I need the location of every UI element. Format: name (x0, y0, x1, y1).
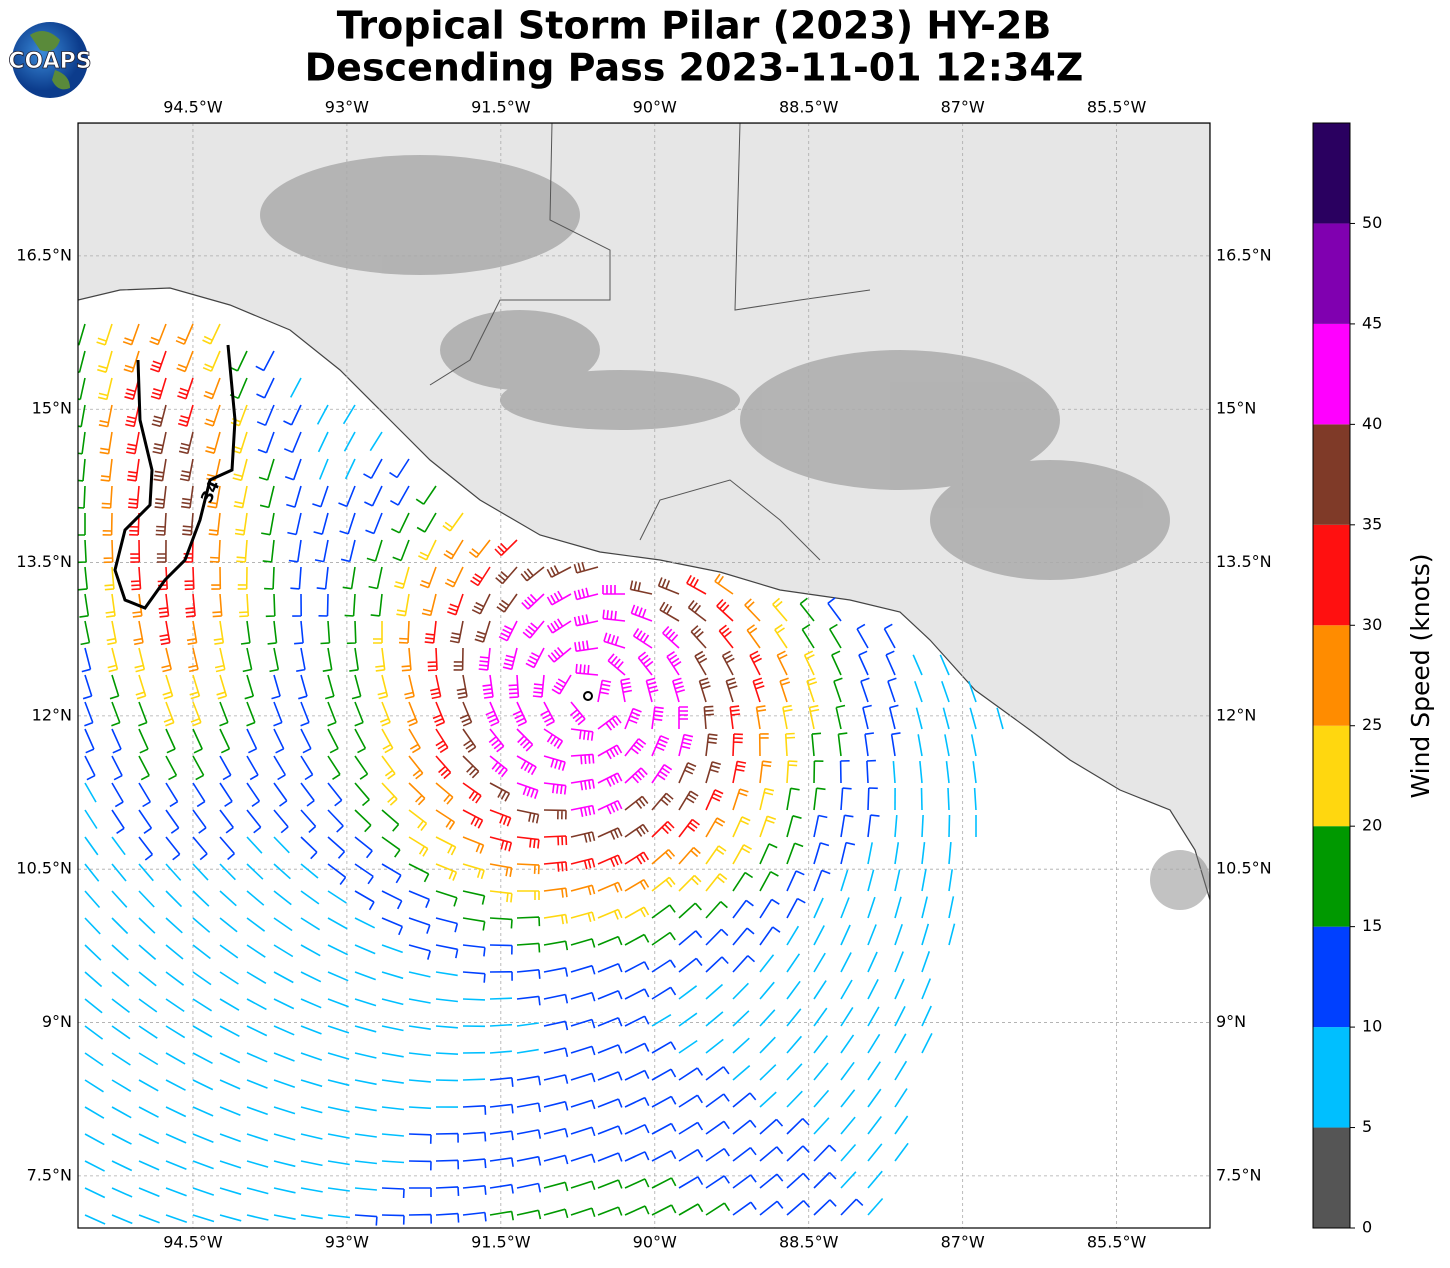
wind-barb (463, 1079, 485, 1080)
x-tick-label: 88.5°W (779, 1233, 839, 1252)
colorbar-segment (1313, 1128, 1350, 1228)
y-tick-label: 12°N (1216, 705, 1256, 724)
colorbar-tick-label: 40 (1362, 414, 1382, 433)
wind-barb (948, 788, 949, 810)
colorbar-tick-label: 50 (1362, 213, 1382, 232)
y-tick-label: 12°N (32, 705, 72, 724)
x-tick-label: 93°W (325, 1233, 369, 1252)
colorbar-segment (1313, 324, 1350, 424)
x-tick-label: 87°W (941, 1233, 985, 1252)
wind-barb (463, 999, 485, 1000)
colorbar: 0 5 10 15 20 25 30 35 40 45 50 (1313, 123, 1382, 1237)
x-tick-label: 88.5°W (779, 98, 839, 117)
y-tick-label: 10.5°N (16, 859, 72, 878)
colorbar-tick-label: 15 (1362, 916, 1382, 935)
colorbar-tick-label: 20 (1362, 816, 1382, 835)
colorbar-segment (1313, 424, 1350, 524)
y-tick-label: 9°N (1216, 1012, 1246, 1031)
colorbar-segment (1313, 927, 1350, 1027)
y-tick-label: 13.5°N (16, 552, 72, 571)
x-tick-label: 85.5°W (1087, 1233, 1147, 1252)
colorbar-tick-label: 0 (1362, 1218, 1372, 1237)
logo-text: COAPS (8, 49, 91, 74)
x-tick-label: 91.5°W (471, 1233, 531, 1252)
y-tick-label: 16.5°N (1216, 245, 1272, 264)
x-tick-label: 94.5°W (163, 1233, 223, 1252)
y-tick-label: 10.5°N (1216, 859, 1272, 878)
colorbar-tick-label: 30 (1362, 615, 1382, 634)
colorbar-segment (1313, 826, 1350, 926)
colorbar-segment (1313, 123, 1350, 223)
logo: COAPS (8, 22, 91, 98)
colorbar-tick-label: 10 (1362, 1017, 1382, 1036)
wind-barb (436, 1080, 458, 1081)
title: Descending Pass 2023-11-01 12:34Z (305, 46, 1084, 90)
y-tick-label: 16.5°N (16, 245, 72, 264)
y-tick-label: 9°N (42, 1012, 72, 1031)
x-tick-label: 94.5°W (163, 98, 223, 117)
x-tick-label: 90°W (633, 1233, 677, 1252)
colorbar-tick-label: 25 (1362, 715, 1382, 734)
wind-barb (490, 998, 512, 999)
y-tick-label: 15°N (1216, 399, 1256, 418)
colorbar-segment (1313, 223, 1350, 323)
y-tick-label: 15°N (32, 399, 72, 418)
colorbar-segment (1313, 625, 1350, 725)
colorbar-segment (1313, 525, 1350, 625)
colorbar-tick-label: 45 (1362, 313, 1382, 332)
y-tick-label: 7.5°N (1216, 1165, 1261, 1184)
colorbar-tick-label: 35 (1362, 514, 1382, 533)
x-tick-label: 93°W (325, 98, 369, 117)
wind-barb (922, 788, 923, 810)
wind-barb (949, 815, 950, 837)
colorbar-segment (1313, 1027, 1350, 1127)
colorbar-tick-label: 5 (1362, 1117, 1372, 1136)
title: Tropical Storm Pilar (2023) HY-2B (337, 4, 1052, 48)
map-area: 34 (70, 123, 1210, 1228)
y-tick-label: 13.5°N (1216, 552, 1272, 571)
colorbar-label: Wind Speed (knots) (1406, 553, 1435, 798)
x-tick-label: 90°W (633, 98, 677, 117)
x-tick-label: 91.5°W (471, 98, 531, 117)
y-tick-label: 7.5°N (27, 1165, 72, 1184)
wind-barb (922, 815, 923, 837)
x-tick-label: 87°W (941, 98, 985, 117)
x-tick-label: 85.5°W (1087, 98, 1147, 117)
colorbar-segment (1313, 726, 1350, 826)
